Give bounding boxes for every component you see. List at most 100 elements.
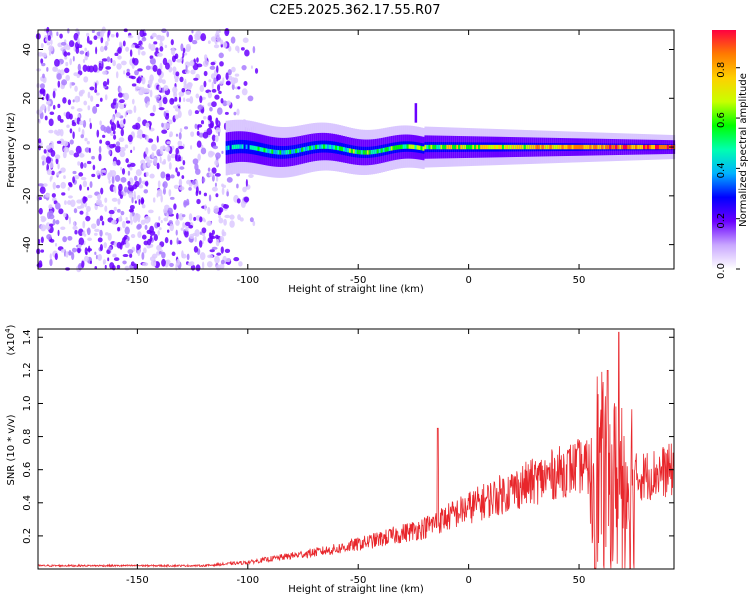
spectrogram-cell bbox=[199, 84, 205, 93]
spectrogram-cell bbox=[54, 154, 61, 160]
spectrogram-cell bbox=[40, 249, 45, 253]
spectrogram-cell bbox=[145, 65, 151, 71]
spectrogram-cell bbox=[139, 46, 145, 50]
snr-y-tick-label: 0.4 bbox=[22, 495, 33, 511]
spectrogram-cell bbox=[90, 95, 94, 102]
spectrogram-cell bbox=[48, 45, 54, 52]
spectrogram-cell bbox=[303, 147, 306, 152]
spectrogram-cell bbox=[145, 147, 149, 153]
spectrogram-cell bbox=[63, 175, 66, 179]
spectrogram-x-tick-label: -50 bbox=[350, 275, 366, 286]
spectrogram-cell bbox=[120, 128, 124, 137]
spectrogram-cell bbox=[122, 220, 126, 229]
spectrogram-cell bbox=[87, 237, 92, 242]
spectrogram-cell bbox=[424, 144, 427, 150]
spectrogram-cell bbox=[67, 28, 70, 34]
spectrogram-cell bbox=[438, 144, 441, 150]
spectrogram-cell bbox=[199, 95, 203, 104]
spectrogram-cell bbox=[219, 80, 224, 85]
spectrogram-cell bbox=[392, 145, 395, 151]
spectrogram-cell bbox=[478, 144, 481, 150]
spectrogram-cell bbox=[161, 87, 165, 94]
spectrogram-cell bbox=[91, 223, 97, 229]
spectrogram-cell bbox=[120, 146, 126, 152]
spectrogram-cell bbox=[531, 144, 534, 150]
spectrogram-cell bbox=[194, 110, 200, 115]
spectrogram-cell bbox=[194, 229, 200, 237]
spectrogram-cell bbox=[123, 118, 126, 125]
spectrogram-cell bbox=[241, 88, 248, 96]
spectrogram-cell bbox=[119, 104, 125, 110]
spectrogram-cell bbox=[56, 31, 59, 37]
spectrogram-cell bbox=[60, 249, 65, 253]
spectrogram-cell bbox=[111, 265, 116, 271]
spectrogram-cell bbox=[215, 238, 220, 247]
snr-series-line bbox=[37, 331, 675, 569]
spectrogram-cell bbox=[103, 261, 106, 265]
spectrogram-cell bbox=[488, 144, 491, 150]
spectrogram-cell bbox=[139, 134, 143, 140]
spectrogram-cell bbox=[188, 224, 194, 229]
spectrogram-cell bbox=[123, 186, 128, 193]
spectrogram-cell bbox=[145, 122, 150, 128]
spectrogram-cell bbox=[202, 177, 206, 183]
spectrogram-cell bbox=[436, 144, 439, 150]
snr-x-tick-label: -50 bbox=[350, 575, 366, 586]
spectrogram-cell bbox=[200, 120, 205, 125]
spectrogram-cell bbox=[211, 229, 215, 235]
spectrogram-cell bbox=[252, 220, 256, 227]
spectrogram-cell bbox=[265, 148, 268, 153]
spectrogram-cell bbox=[195, 30, 202, 37]
spectrogram-cell bbox=[80, 176, 87, 181]
spectrogram-cell bbox=[160, 220, 163, 224]
spectrogram-cell bbox=[153, 157, 158, 166]
spectrogram-cell bbox=[91, 29, 95, 34]
spectrogram-cell bbox=[135, 169, 142, 177]
spectrogram-cell bbox=[139, 86, 143, 91]
spectrogram-cell bbox=[138, 198, 141, 206]
spectrogram-cell bbox=[175, 219, 180, 226]
spectrogram-cell bbox=[129, 204, 135, 210]
spectrogram-cell bbox=[317, 144, 320, 150]
spectrogram-cell bbox=[119, 99, 125, 104]
spectrogram-cell bbox=[112, 253, 117, 258]
spectrogram-cell bbox=[227, 69, 232, 76]
spectrogram-cell bbox=[236, 183, 239, 189]
spectrogram-cell bbox=[156, 162, 160, 170]
snr-y-tick-label: 1.4 bbox=[22, 329, 33, 345]
spectrogram-cell bbox=[97, 253, 102, 261]
spectrogram-cell bbox=[105, 140, 111, 146]
spectrogram-cell bbox=[617, 144, 620, 150]
spectrogram-cell bbox=[82, 120, 87, 128]
spectrogram-cell bbox=[220, 43, 224, 48]
spectrogram-cell bbox=[184, 126, 189, 130]
spectrogram-cell bbox=[452, 144, 455, 150]
spectrogram-cell bbox=[589, 144, 592, 150]
spectrogram-cell bbox=[141, 50, 146, 56]
spectrogram-cell bbox=[190, 131, 195, 137]
spectrogram-cell bbox=[271, 149, 274, 154]
spectrogram-cell bbox=[189, 233, 194, 239]
spectrogram-cell bbox=[221, 229, 225, 237]
spectrogram-cell bbox=[89, 181, 93, 189]
spectrogram-cell bbox=[63, 212, 67, 218]
spectrogram-cell bbox=[72, 131, 75, 139]
spectrogram-cell bbox=[655, 144, 658, 150]
spectrogram-cell bbox=[394, 145, 397, 150]
spectrogram-cell bbox=[99, 30, 104, 38]
spectrogram-cell bbox=[241, 64, 247, 71]
spectrogram-y-tick-label: 0 bbox=[22, 144, 33, 150]
spectrogram-cell bbox=[48, 204, 53, 210]
spectrogram-cell bbox=[68, 216, 71, 225]
spectrogram-cell bbox=[162, 181, 168, 189]
spectrogram-cell bbox=[77, 247, 81, 254]
spectrogram-cell bbox=[113, 257, 120, 262]
spectrogram-cell bbox=[539, 144, 542, 150]
spectrogram-cell bbox=[101, 58, 108, 62]
spectrogram-cell bbox=[167, 207, 173, 215]
spectrogram-cell bbox=[172, 66, 177, 73]
spectrogram-cell bbox=[476, 144, 479, 150]
spectrogram-cell bbox=[244, 49, 250, 57]
spectrogram-cell bbox=[247, 144, 250, 150]
spectrogram-cell bbox=[199, 252, 206, 261]
